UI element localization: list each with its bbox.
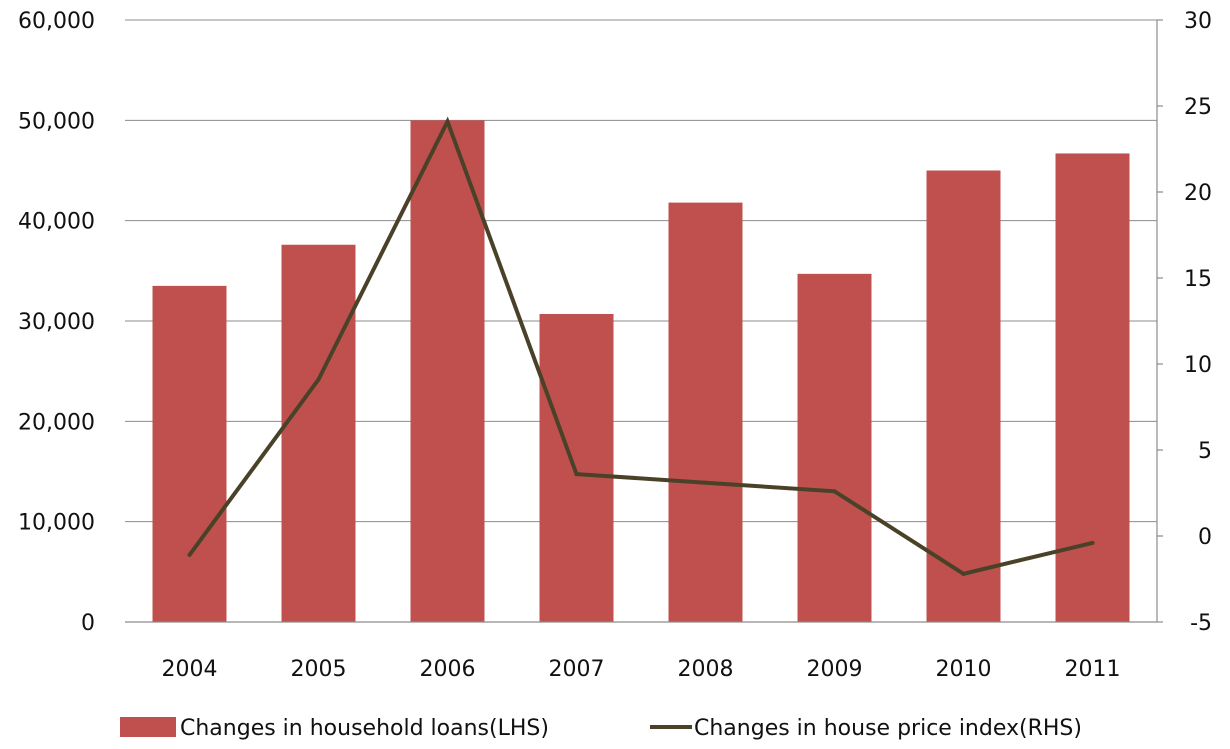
line-point-2005: [316, 377, 321, 382]
line-point-2007: [574, 472, 579, 477]
line-point-2008: [703, 480, 708, 485]
bar-2006: [410, 120, 485, 622]
right-tick-label: 5: [1198, 439, 1212, 464]
left-tick-label: 50,000: [18, 109, 95, 134]
bar-2009: [797, 273, 872, 622]
x-tick-label: 2006: [420, 657, 476, 682]
line-point-2004: [187, 552, 192, 557]
right-tick-label: 15: [1184, 267, 1212, 292]
left-tick-label: 0: [81, 611, 95, 636]
x-tick-label: 2004: [162, 657, 218, 682]
legend-label-house-price: Changes in house price index(RHS): [694, 716, 1082, 741]
line-point-2006: [445, 119, 450, 124]
bar-2004: [152, 285, 227, 622]
x-tick-label: 2009: [807, 657, 863, 682]
bar-2010: [926, 170, 1001, 622]
left-tick-label: 20,000: [18, 410, 95, 435]
right-tick-label: 30: [1184, 9, 1212, 34]
right-tick-label: 25: [1184, 95, 1212, 120]
x-tick-label: 2008: [678, 657, 734, 682]
line-point-2010: [961, 571, 966, 576]
left-tick-label: 40,000: [18, 210, 95, 235]
right-tick-label: 20: [1184, 181, 1212, 206]
left-tick-label: 60,000: [18, 9, 95, 34]
x-tick-label: 2010: [936, 657, 992, 682]
right-tick-label: 10: [1184, 353, 1212, 378]
bar-2008: [668, 202, 743, 622]
line-point-2009: [832, 489, 837, 494]
x-tick-label: 2007: [549, 657, 605, 682]
right-tick-label: -5: [1190, 611, 1212, 636]
left-tick-label: 10,000: [18, 511, 95, 536]
left-tick-label: 30,000: [18, 310, 95, 335]
x-tick-label: 2005: [291, 657, 347, 682]
bar-2005: [281, 244, 356, 622]
house-price-line: [187, 116, 1093, 576]
x-tick-label: 2011: [1065, 657, 1121, 682]
bar-2011: [1055, 153, 1130, 622]
line-point-2011: [1090, 540, 1095, 545]
legend-label-loans: Changes in household loans(LHS): [180, 716, 549, 741]
right-tick-label: 0: [1198, 525, 1212, 550]
legend-swatch-loans: [120, 717, 176, 737]
bar-2007: [539, 313, 614, 622]
